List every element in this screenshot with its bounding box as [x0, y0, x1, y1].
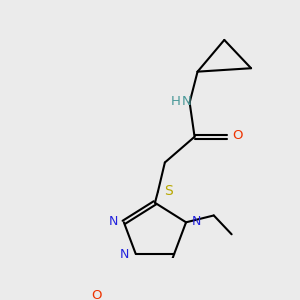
- Text: H: H: [171, 95, 181, 108]
- Text: N: N: [108, 215, 118, 228]
- Text: N: N: [182, 95, 191, 108]
- Text: N: N: [191, 215, 201, 228]
- Text: N: N: [120, 248, 130, 261]
- Text: O: O: [232, 129, 242, 142]
- Text: S: S: [164, 184, 173, 198]
- Text: O: O: [91, 290, 102, 300]
